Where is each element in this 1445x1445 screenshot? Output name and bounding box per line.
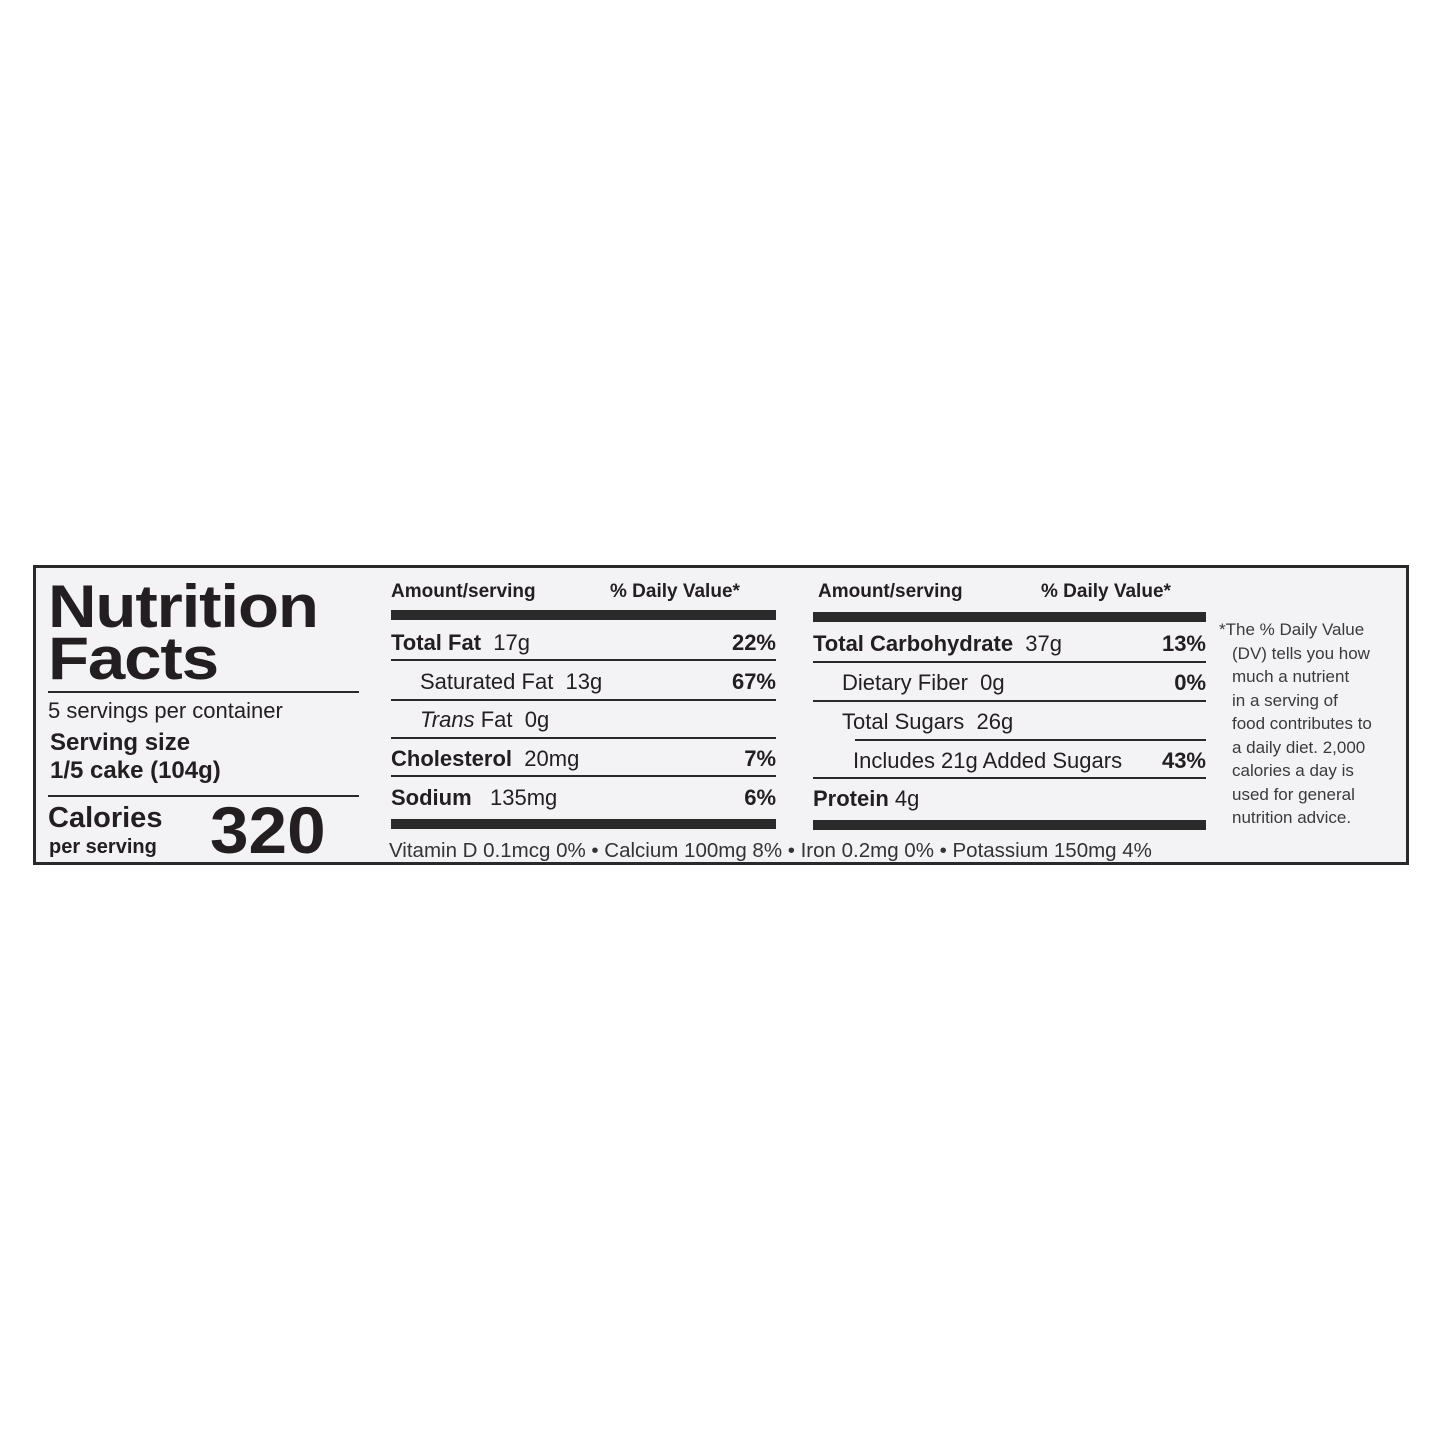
- dv-added-sugars: 43%: [1161, 748, 1206, 773]
- row-total-carbohydrate: Total Carbohydrate 37g: [813, 631, 1063, 656]
- row-sodium: Sodium 135mg: [391, 785, 558, 810]
- serving-size-value: 1/5 cake (104g): [50, 757, 221, 784]
- row-total-sugars: Total Sugars 26g: [842, 709, 1014, 734]
- row-added-sugars: Includes 21g Added Sugars: [853, 748, 1123, 773]
- thick-bar: [391, 819, 776, 829]
- calories-value: 320: [210, 793, 326, 867]
- row-saturated-fat: Saturated Fat 13g: [420, 669, 603, 694]
- micronutrients: Vitamin D 0.1mcg 0% • Calcium 100mg 8% •…: [389, 839, 1152, 862]
- calories-label: Calories: [48, 802, 163, 834]
- divider: [391, 659, 776, 661]
- divider: [391, 775, 776, 777]
- title-nutrition: Nutrition: [48, 573, 319, 640]
- servings-per-container: 5 servings per container: [48, 698, 283, 723]
- dv-total-carbohydrate: 13%: [1161, 631, 1206, 656]
- divider: [48, 795, 359, 797]
- thick-bar: [813, 612, 1206, 622]
- dv-header: % Daily Value*: [610, 581, 740, 602]
- dv-cholesterol: 7%: [744, 746, 776, 771]
- divider: [813, 777, 1206, 779]
- divider: [855, 739, 1206, 741]
- dv-dietary-fiber: 0%: [1174, 670, 1206, 695]
- row-cholesterol: Cholesterol 20mg: [391, 746, 580, 771]
- calories-per-serving: per serving: [49, 836, 157, 858]
- footnote: *The % Daily Value (DV) tells you how mu…: [1219, 620, 1372, 827]
- row-trans-fat: Trans Fat 0g: [420, 707, 550, 732]
- row-dietary-fiber: Dietary Fiber 0g: [842, 670, 1005, 695]
- divider: [813, 661, 1206, 663]
- amount-header-2: Amount/serving: [818, 581, 963, 602]
- serving-size-label: Serving size: [50, 729, 191, 756]
- divider: [391, 699, 776, 701]
- thick-bar: [391, 610, 776, 620]
- dv-sodium: 6%: [744, 785, 776, 810]
- divider: [48, 691, 359, 693]
- divider: [391, 737, 776, 739]
- dv-saturated-fat: 67%: [731, 669, 776, 694]
- title-facts: Facts: [48, 625, 219, 692]
- row-protein: Protein 4g: [813, 786, 920, 811]
- divider: [813, 700, 1206, 702]
- dv-total-fat: 22%: [731, 630, 776, 655]
- row-total-fat: Total Fat 17g: [391, 630, 530, 655]
- amount-header: Amount/serving: [391, 581, 536, 602]
- dv-header-2: % Daily Value*: [1041, 581, 1171, 602]
- thick-bar: [813, 820, 1206, 830]
